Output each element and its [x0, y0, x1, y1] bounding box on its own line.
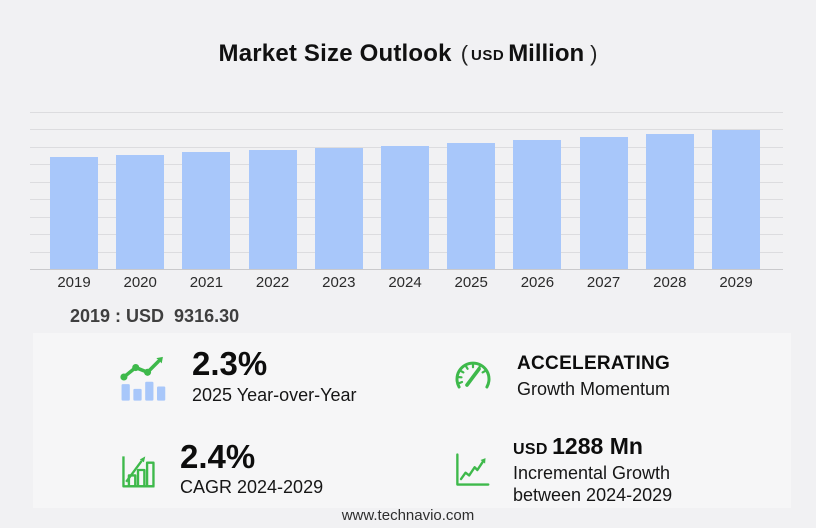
bar-2027 — [579, 136, 628, 269]
title-close-paren: ) — [590, 41, 598, 66]
x-axis-label-2023: 2023 — [322, 274, 356, 291]
stat-cagr: 2.4% CAGR 2024-2029 — [33, 421, 412, 508]
website-link: www.technavio.com — [341, 507, 475, 524]
plot-area — [30, 111, 783, 270]
x-axis-label-2019: 2019 — [57, 274, 91, 291]
yoy-label: 2025 Year-over-Year — [192, 384, 357, 405]
incremental-value: 1288 Mn — [552, 432, 643, 459]
x-axis-label-2021: 2021 — [189, 274, 224, 291]
momentum-value: ACCELERATING — [517, 353, 671, 375]
x-axis-label-2022: 2022 — [255, 274, 290, 291]
stat-incremental: USD 1288 Mn Incremental Growth between 2… — [412, 421, 791, 508]
bar-chart-trend-icon — [118, 351, 170, 403]
line-chart-axes-icon — [451, 450, 491, 490]
cagr-label: CAGR 2024-2029 — [180, 477, 324, 498]
growth-bars-icon — [118, 450, 158, 490]
x-axis-label-2027: 2027 — [586, 274, 621, 291]
chart-title: Market Size Outlook (USD Million) — [0, 40, 816, 68]
stat-yoy: 2.3% 2025 Year-over-Year — [33, 333, 412, 421]
incremental-currency: USD — [513, 440, 548, 458]
bar-2026 — [513, 139, 562, 269]
x-axis-label-2026: 2026 — [520, 274, 555, 291]
bar-2025 — [447, 142, 496, 269]
incremental-label-line1: Incremental Growth — [513, 462, 671, 483]
title-currency: USD — [471, 47, 505, 64]
bar-2020 — [116, 154, 165, 269]
bar-2028 — [645, 133, 694, 269]
x-axis-labels: 2019 2020 2021 2022 2023 2024 2025 2026 2027 2028… — [30, 274, 783, 294]
x-axis-label-2020: 2020 — [123, 274, 157, 291]
incremental-value-line: USD 1288 Mn — [513, 433, 672, 460]
first-year-value: 2019 : USD 9316.30 — [70, 306, 240, 326]
gridline — [30, 129, 783, 130]
stats-panel: 2.3% 2025 Year-over-Year — [33, 333, 791, 508]
bar-2021 — [182, 152, 231, 269]
bar-2019 — [50, 156, 98, 269]
x-axis-label-2024: 2024 — [388, 274, 422, 291]
bar-2029 — [712, 130, 760, 269]
bar-2024 — [381, 145, 429, 269]
yoy-value: 2.3% — [192, 345, 268, 383]
cagr-value: 2.4% — [180, 437, 256, 475]
speedometer-icon — [451, 355, 495, 399]
stat-momentum: ACCELERATING Growth Momentum — [412, 333, 791, 421]
momentum-label: Growth Momentum — [517, 378, 671, 399]
bar-2022 — [248, 150, 297, 269]
bar-2023 — [314, 148, 363, 269]
x-axis-label-2029: 2029 — [719, 274, 753, 291]
x-axis-label-2025: 2025 — [454, 274, 488, 291]
x-axis-label-2028: 2028 — [653, 274, 687, 291]
gridline — [30, 111, 783, 113]
incremental-label-line2: between 2024-2029 — [513, 484, 673, 505]
x-axis-line — [30, 269, 783, 270]
title-main: Market Size Outlook — [218, 40, 452, 67]
title-open-paren: ( — [460, 41, 469, 66]
title-unit: Million — [508, 40, 585, 67]
